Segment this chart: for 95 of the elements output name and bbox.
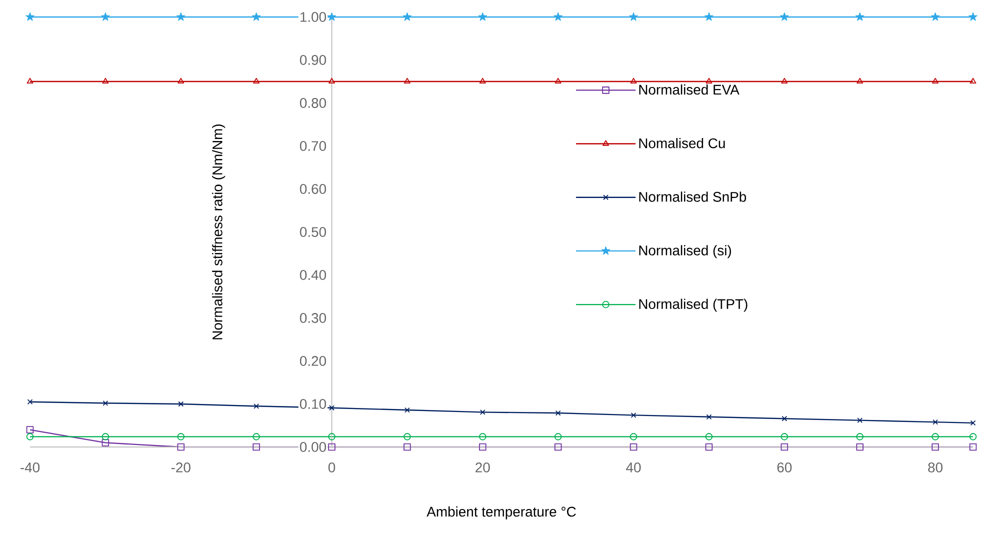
point [479,78,486,84]
point [328,443,336,451]
y-tick-label: 0.30 [300,313,326,323]
point [478,12,488,21]
point [630,78,637,84]
y-tick-label: 0.40 [300,270,326,280]
point [856,78,864,84]
point [404,433,411,440]
point [970,78,976,84]
y-tick-label: 0.70 [300,141,326,151]
point [26,78,34,84]
point [327,12,336,21]
point [930,12,940,21]
point [706,414,712,420]
point [855,12,864,21]
y-tick-label: 0.20 [300,356,326,366]
y-tick-label: 0.50 [300,227,326,237]
y-tick-label: 0.60 [300,184,326,194]
point [705,443,713,451]
point [857,418,863,424]
point [102,400,108,406]
point [554,433,562,440]
point [102,439,110,446]
point [329,405,334,411]
point [554,443,562,451]
point [178,401,184,407]
legend-label: Normalised (si) [639,245,732,258]
point [704,12,714,21]
y-tick-label: 0.00 [300,442,326,452]
legend-label: Normalised SnPb [639,192,746,202]
point [932,78,939,84]
point [102,433,110,440]
x-tick-label: 0 [328,462,336,472]
point [177,443,185,451]
point [932,419,938,425]
x-tick-label: -20 [171,462,190,472]
point [856,443,864,451]
point [404,443,411,451]
point [480,409,486,415]
point [25,12,35,21]
y-tick-label: 0.10 [300,399,326,409]
point [555,410,561,416]
point [404,407,410,413]
y-tick-label: 1.00 [300,12,326,22]
point [253,78,260,84]
x-tick-label: 80 [928,462,943,472]
x-tick-label: -40 [20,462,40,472]
x-tick-label: 40 [626,462,641,472]
x-tick-label: 20 [476,462,490,472]
point [176,12,186,21]
point [969,433,977,440]
point [705,433,713,440]
point [402,12,412,21]
point [100,12,110,21]
point [26,433,34,440]
point [479,443,486,451]
point [780,443,788,451]
point [27,399,33,405]
y-tick-label: 0.90 [300,55,326,65]
legend-label: Nomalised Cu [639,138,725,148]
point [630,412,636,418]
point [328,78,335,84]
point [177,433,185,440]
legend-label: Normalised (TPT) [639,298,748,312]
point [554,12,563,21]
x-axis-title: Ambient temperature °C [426,506,576,520]
point [968,12,978,21]
point [178,78,184,84]
point [856,433,864,440]
point [969,443,977,451]
point [780,12,789,21]
point [780,433,788,440]
y-tick-label: 0.80 [300,98,326,108]
point [252,443,260,451]
point [26,426,34,434]
point [254,403,260,409]
point [970,420,976,426]
point [781,78,788,84]
point [554,78,562,84]
point [630,443,638,451]
point [629,12,638,21]
point [479,433,486,440]
point [102,78,109,84]
x-tick-label: 60 [777,462,792,472]
legend-label: Normalised EVA [639,84,740,95]
point [706,78,712,84]
point [932,433,939,440]
point [328,433,336,440]
point [932,443,939,451]
point [782,416,788,422]
point [630,433,638,440]
point [252,433,260,440]
point [404,78,410,84]
point [252,12,261,21]
y-axis-title: Normalised stiffness ratio (Nm/Nm) [212,124,226,340]
